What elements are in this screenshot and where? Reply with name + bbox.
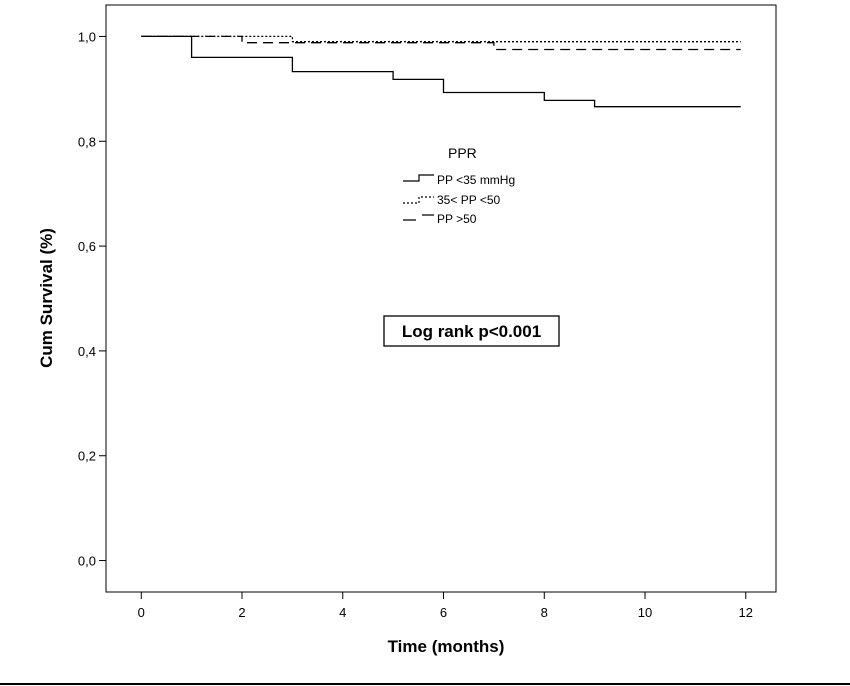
legend-swatch-dashed — [403, 214, 434, 221]
legend-label: PP <35 mmHg — [437, 173, 515, 187]
x-tick-label: 10 — [638, 605, 652, 620]
log-rank-annotation: Log rank p<0.001 — [383, 315, 560, 347]
series-line-0 — [141, 35, 741, 108]
x-tick-label: 8 — [541, 605, 548, 620]
x-axis-title: Time (months) — [388, 637, 505, 656]
y-tick-label: 0,2 — [78, 449, 96, 464]
x-tick-label: 2 — [238, 605, 245, 620]
annotation-box — [383, 315, 560, 347]
legend-label: 35< PP <50 — [437, 193, 500, 207]
y-axis-title: Cum Survival (%) — [37, 228, 56, 368]
survival-curves — [141, 35, 741, 108]
x-tick-label: 12 — [739, 605, 753, 620]
y-tick-label: 1,0 — [78, 29, 96, 44]
x-axis-ticks: 0 2 4 6 8 10 12 — [138, 592, 753, 620]
x-tick-label: 4 — [339, 605, 346, 620]
x-tick-label: 0 — [138, 605, 145, 620]
legend-swatch-solid — [403, 174, 434, 182]
legend-entry-pp-gt-50: PP >50 — [403, 212, 477, 226]
series-line-2 — [141, 35, 741, 51]
y-tick-label: 0,6 — [78, 239, 96, 254]
legend-swatch-dotted — [403, 196, 434, 204]
legend-label: PP >50 — [437, 212, 477, 226]
y-tick-label: 0,0 — [78, 554, 96, 569]
legend: PPR PP <35 mmHg 35< PP <50 PP >50 — [403, 145, 515, 226]
x-tick-label: 6 — [440, 605, 447, 620]
series-line-1 — [141, 35, 741, 43]
legend-title: PPR — [448, 145, 477, 161]
y-tick-label: 0,8 — [78, 134, 96, 149]
legend-entry-pp-35-50: 35< PP <50 — [403, 193, 500, 207]
y-tick-label: 0,4 — [78, 344, 96, 359]
annotation-text: Log rank p<0.001 — [402, 322, 541, 341]
y-axis-ticks: 0,0 0,2 0,4 0,6 0,8 1,0 — [78, 29, 106, 569]
plot-frame — [105, 4, 777, 593]
legend-entry-pp-lt-35: PP <35 mmHg — [403, 173, 515, 187]
